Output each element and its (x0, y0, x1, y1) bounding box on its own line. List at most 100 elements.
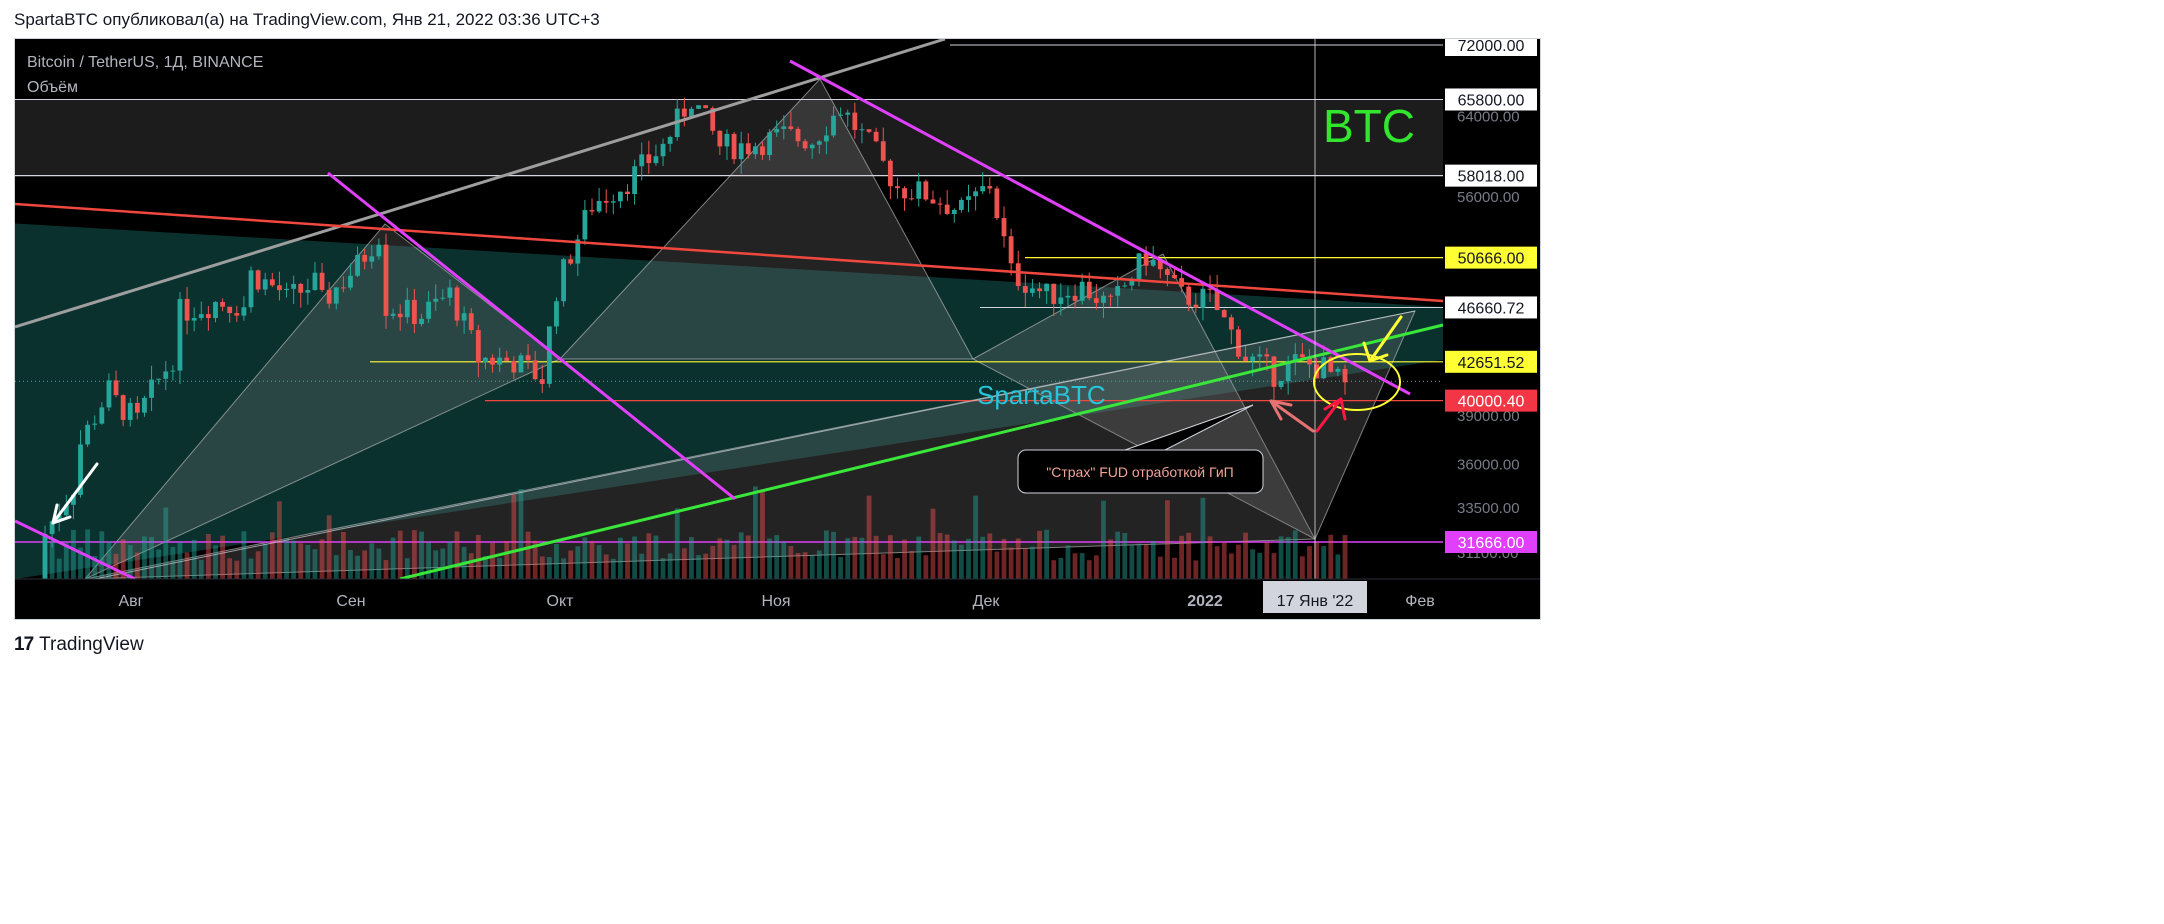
candle-body (738, 143, 744, 160)
candle-body (639, 154, 645, 167)
candle-body (1214, 289, 1220, 311)
candle (475, 324, 481, 378)
candle (1193, 293, 1199, 314)
volume-bar (490, 542, 495, 579)
candle (951, 208, 957, 223)
candle-body (1101, 295, 1106, 303)
candle-body (326, 289, 332, 304)
volume-bar (710, 545, 716, 579)
candle (625, 184, 630, 201)
candle-body (170, 370, 176, 372)
candle-body (1335, 368, 1341, 372)
volume-bar (411, 530, 417, 579)
volume-bar (419, 531, 424, 579)
candle (845, 109, 851, 127)
candle-body (646, 154, 652, 164)
price-label: 72000.00 (1445, 39, 1537, 56)
volume-bar (468, 553, 474, 579)
crosshair-date-bg (1263, 581, 1367, 613)
channel-bottom-line (94, 310, 1416, 580)
volume-bar (348, 549, 353, 579)
candle (532, 351, 538, 381)
price-label-bg (1445, 531, 1537, 553)
candle (184, 287, 190, 335)
candle (255, 269, 261, 293)
volume-bar (312, 549, 318, 579)
candle (660, 138, 666, 166)
volume-bar (1022, 548, 1028, 579)
candle (213, 301, 218, 323)
candle-body (156, 378, 162, 380)
candle-body (1122, 285, 1128, 287)
volume-bar (752, 486, 758, 579)
candle-body (113, 380, 119, 396)
publication-header: SpartaBTC опубликовал(а) на TradingView.… (14, 10, 600, 29)
candle (781, 115, 787, 140)
tradingview-logo[interactable]: 17 TradingView (14, 634, 144, 656)
volume-bar (99, 531, 105, 579)
candle-body (703, 105, 709, 109)
candle (468, 308, 474, 334)
candle-body (511, 360, 517, 373)
candle-body (461, 313, 467, 321)
pink-arrow-icon (1269, 399, 1315, 433)
candle-body (696, 105, 701, 109)
volume-bar (774, 535, 780, 579)
volume-bar (923, 555, 929, 579)
price-tick: 64000.00 (1457, 108, 1520, 125)
candle (1022, 274, 1028, 307)
candle (987, 177, 993, 194)
candle-body (404, 299, 410, 318)
candle-body (731, 133, 737, 160)
candle (1200, 281, 1206, 321)
price-label-bg (1445, 389, 1537, 412)
candle (149, 365, 154, 412)
volume-bar (340, 531, 346, 579)
candle-body (262, 279, 268, 290)
candle (1172, 268, 1177, 280)
candle-body (653, 156, 659, 164)
volume-bar (632, 536, 638, 579)
volume-bar (1271, 553, 1277, 579)
volume-bar (248, 558, 254, 579)
candle (646, 140, 652, 174)
btc-watermark: BTC (1323, 100, 1415, 152)
candle-body (227, 306, 233, 314)
candle-body (49, 521, 55, 535)
candle-body (1200, 288, 1206, 308)
price-tick: 36000.00 (1457, 456, 1520, 473)
volume-bar (483, 555, 488, 579)
candle-body (1129, 279, 1135, 286)
candle (1115, 275, 1121, 307)
candle-body (1271, 356, 1277, 387)
volume-bar (802, 552, 808, 579)
volume-bar (717, 538, 723, 579)
candle-body (1228, 317, 1234, 330)
volume-bar (440, 548, 446, 579)
volume-bar (689, 537, 694, 579)
chart-area[interactable]: "Страх" FUD отработкой ГиП Bitcoin / Teth… (14, 38, 1541, 620)
volume-bar (1065, 545, 1071, 579)
candle (1051, 283, 1057, 317)
volume-bar (973, 495, 979, 579)
candle-body (106, 380, 112, 408)
volume-bar (887, 535, 893, 579)
candle-body (490, 357, 495, 365)
volume-bar (610, 558, 616, 579)
magenta-line-1 (15, 519, 136, 581)
candle-body (1307, 357, 1312, 365)
candle (1328, 355, 1334, 373)
candle-body (248, 270, 254, 308)
chart-svg[interactable]: "Страх" FUD отработкой ГиП Bitcoin / Teth… (15, 39, 1541, 620)
volume-bar (447, 541, 453, 579)
candle (887, 158, 893, 200)
candle-body (497, 357, 503, 365)
candle (1008, 228, 1014, 276)
candle (511, 356, 517, 380)
candle-body (198, 314, 204, 318)
candle-body (752, 146, 758, 155)
candle-body (788, 126, 794, 129)
volume-bar (49, 542, 55, 579)
volume-bar (92, 556, 98, 579)
volume-bar (298, 543, 304, 579)
